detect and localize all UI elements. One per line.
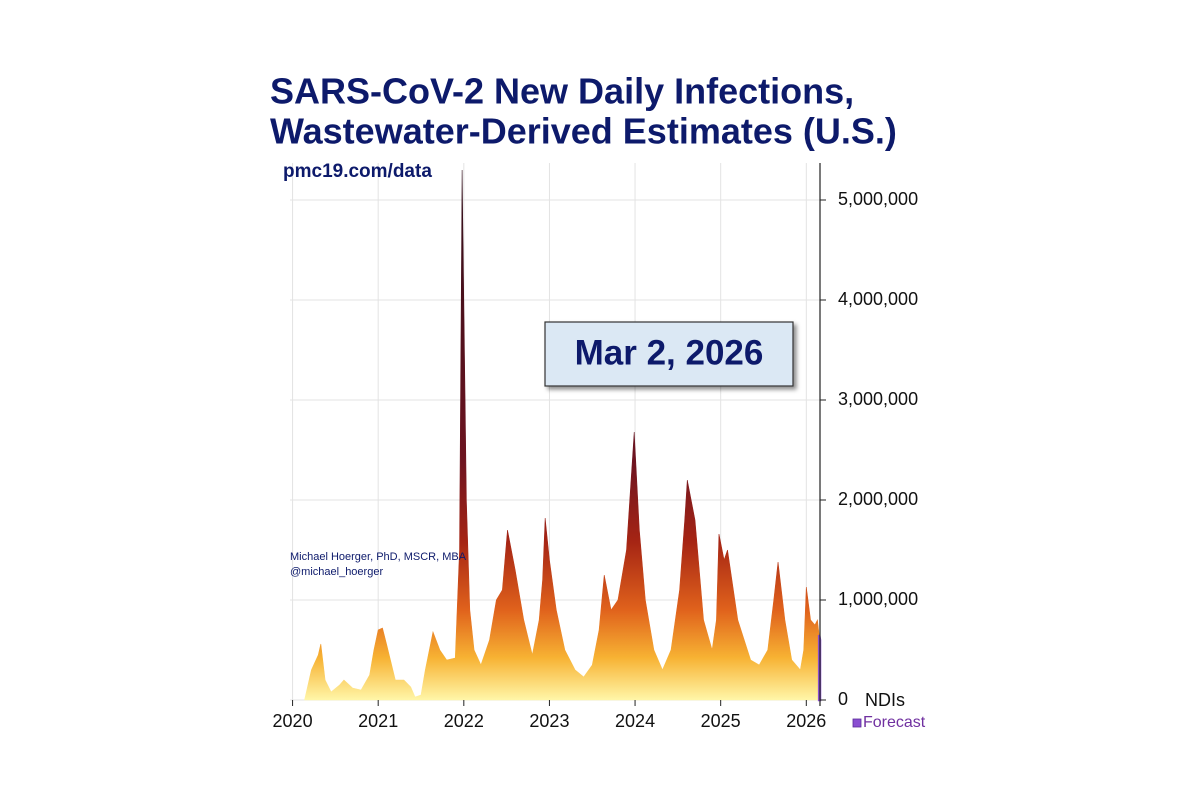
chart-title: Wastewater-Derived Estimates (U.S.) (270, 111, 897, 152)
y-tick-label: 2,000,000 (838, 489, 918, 509)
x-tick-label: 2023 (529, 711, 569, 731)
x-tick-label: 2022 (444, 711, 484, 731)
x-tick-label: 2024 (615, 711, 655, 731)
y-axis-label: NDIs (865, 690, 905, 710)
marks (304, 169, 822, 702)
legend-swatch (852, 718, 862, 728)
x-tick-label: 2020 (273, 711, 313, 731)
legend-label: Forecast (863, 714, 926, 731)
credit: Michael Hoerger, PhD, MSCR, MBA (290, 551, 467, 563)
annotation-box (544, 321, 794, 387)
y-tick-label: 0 (838, 689, 848, 709)
y-tick-label: 1,000,000 (838, 589, 918, 609)
credit: @michael_hoerger (290, 566, 383, 578)
x-tick-label: 2026 (786, 711, 826, 731)
y-tick-label: 4,000,000 (838, 289, 918, 309)
source: pmc19.com/data (283, 161, 432, 182)
grid (290, 163, 820, 701)
x-tick-label: 2021 (358, 711, 398, 731)
area (304, 169, 820, 701)
y-tick-label: 5,000,000 (838, 189, 918, 209)
y-tick-label: 3,000,000 (838, 389, 918, 409)
chart-title: SARS-CoV-2 New Daily Infections, (270, 71, 854, 112)
x-tick-label: 2025 (701, 711, 741, 731)
annotation: Mar 2, 2026 (575, 333, 764, 372)
axes: 2020 2021 2022 2023 2024 2025 2026 0 1,000,000 2,… (273, 163, 926, 731)
